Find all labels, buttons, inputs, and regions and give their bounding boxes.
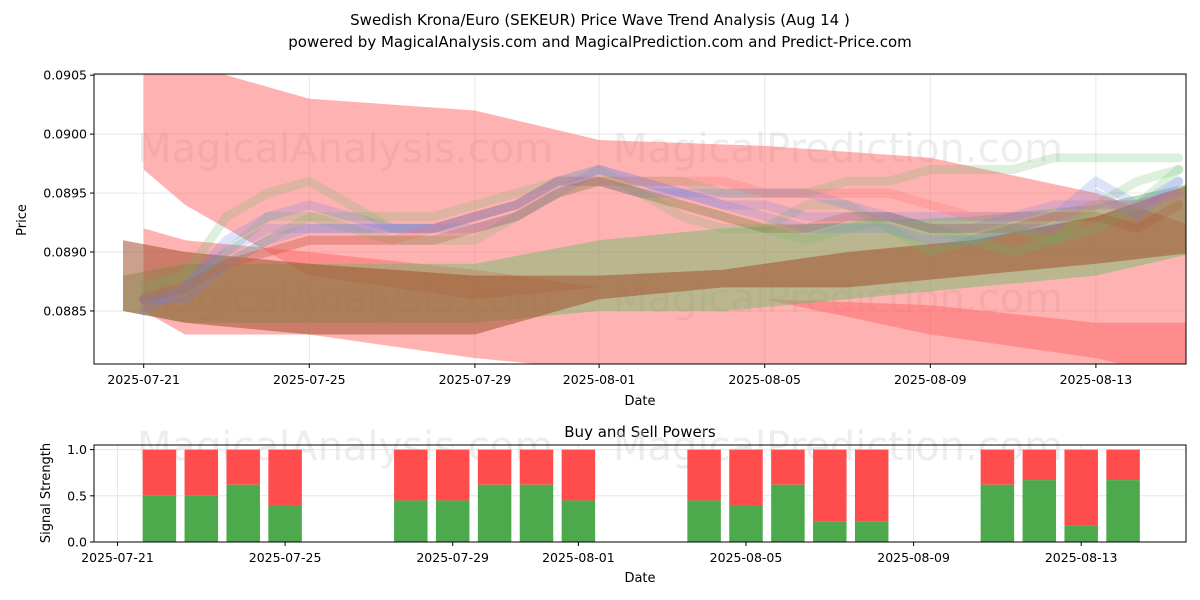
sell-bar bbox=[980, 449, 1015, 485]
price-y-tick-label: 0.0900 bbox=[43, 127, 87, 142]
price-wave bbox=[139, 176, 1184, 304]
signal-x-tick-label: 2025-08-01 bbox=[542, 550, 615, 565]
price-x-tick-label: 2025-07-25 bbox=[273, 372, 346, 387]
sell-bar bbox=[519, 449, 554, 485]
price-y-tick-label: 0.0895 bbox=[43, 186, 87, 201]
sell-bar bbox=[854, 449, 889, 522]
price-panel-frame bbox=[93, 73, 1187, 365]
price-wave bbox=[139, 165, 1184, 292]
price-wave bbox=[139, 165, 1184, 304]
price-y-ticks: 0.0885 0.0890 0.0895 0.0900 0.0905 bbox=[43, 68, 94, 318]
sell-bar bbox=[477, 449, 512, 485]
price-wave bbox=[139, 153, 1184, 304]
sell-bar bbox=[1022, 449, 1057, 481]
signal-title: Buy and Sell Powers bbox=[564, 423, 716, 441]
sell-bar bbox=[687, 449, 721, 501]
signal-bars bbox=[142, 449, 1140, 542]
signal-y-ticks: 0.0 0.5 1.0 bbox=[67, 442, 94, 550]
buy-bar bbox=[1106, 480, 1140, 542]
chart-title-line1: Swedish Krona/Euro (SEKEUR) Price Wave T… bbox=[350, 11, 850, 29]
buy-bar bbox=[268, 505, 302, 542]
signal-y-tick-label: 1.0 bbox=[67, 442, 87, 457]
signal-x-tick-label: 2025-08-09 bbox=[877, 550, 950, 565]
price-y-tick-label: 0.0905 bbox=[43, 68, 87, 83]
buy-bar bbox=[394, 500, 428, 542]
signal-panel-frame bbox=[93, 444, 1187, 543]
sell-bar bbox=[1064, 449, 1098, 526]
buy-bar bbox=[184, 495, 219, 542]
buy-bar bbox=[980, 484, 1015, 542]
buy-bar bbox=[477, 484, 512, 542]
sell-bar bbox=[729, 449, 763, 506]
sell-bar bbox=[561, 449, 596, 501]
buy-bar bbox=[813, 521, 847, 542]
price-x-tick-label: 2025-08-01 bbox=[563, 372, 636, 387]
price-x-tick-label: 2025-08-05 bbox=[728, 372, 801, 387]
buy-bar bbox=[687, 500, 721, 542]
price-band bbox=[143, 74, 1186, 364]
sell-bar bbox=[268, 449, 302, 506]
signal-x-tick-label: 2025-08-13 bbox=[1045, 550, 1118, 565]
buy-bar bbox=[771, 484, 805, 542]
price-y-label: Price bbox=[15, 204, 30, 236]
price-waves bbox=[139, 153, 1184, 316]
sell-bar bbox=[394, 449, 428, 501]
price-wave bbox=[139, 165, 1184, 316]
signal-panel: Buy and Sell Powers MagicalAnalysis.com … bbox=[39, 423, 1187, 586]
price-wave bbox=[139, 176, 1184, 304]
price-band bbox=[123, 185, 1186, 335]
buy-bar bbox=[729, 505, 763, 542]
price-y-tick-label: 0.0885 bbox=[43, 303, 87, 318]
price-y-tick-label: 0.0890 bbox=[43, 245, 87, 260]
chart-title-line2: powered by MagicalAnalysis.com and Magic… bbox=[288, 33, 912, 51]
buy-bar bbox=[1064, 525, 1098, 542]
signal-y-label: Signal Strength bbox=[39, 443, 54, 543]
price-x-tick-label: 2025-08-09 bbox=[894, 372, 967, 387]
price-wave bbox=[139, 176, 1184, 304]
signal-x-label: Date bbox=[624, 571, 655, 586]
price-x-tick-label: 2025-08-13 bbox=[1060, 372, 1133, 387]
price-x-tick-label: 2025-07-21 bbox=[107, 372, 180, 387]
sell-bar bbox=[771, 449, 805, 485]
sell-bar bbox=[1106, 449, 1140, 481]
signal-x-ticks: 2025-07-21 2025-07-25 2025-07-29 2025-08-01… bbox=[81, 542, 1118, 565]
buy-bar bbox=[519, 484, 554, 542]
buy-bar bbox=[854, 521, 889, 542]
signal-x-tick-label: 2025-07-29 bbox=[416, 550, 489, 565]
price-panel: MagicalAnalysis.com MagicalPrediction.co… bbox=[15, 68, 1187, 409]
buy-bar bbox=[1022, 480, 1057, 542]
sell-bar bbox=[813, 449, 847, 522]
sell-bar bbox=[226, 449, 260, 485]
signal-x-tick-label: 2025-07-25 bbox=[249, 550, 322, 565]
signal-x-tick-label: 2025-07-21 bbox=[81, 550, 154, 565]
price-x-ticks: 2025-07-21 2025-07-25 2025-07-29 2025-08-01… bbox=[107, 364, 1132, 387]
signal-x-tick-label: 2025-08-05 bbox=[710, 550, 783, 565]
price-wave bbox=[139, 165, 1184, 304]
buy-bar bbox=[142, 495, 177, 542]
price-x-label: Date bbox=[624, 394, 655, 409]
buy-bar bbox=[226, 484, 260, 542]
signal-y-tick-label: 0.5 bbox=[67, 488, 87, 503]
price-x-tick-label: 2025-07-29 bbox=[439, 372, 512, 387]
buy-bar bbox=[435, 500, 470, 542]
price-bands bbox=[123, 74, 1186, 364]
signal-y-tick-label: 0.0 bbox=[67, 535, 87, 550]
sell-bar bbox=[184, 449, 219, 496]
sell-bar bbox=[435, 449, 470, 501]
buy-bar bbox=[561, 500, 596, 542]
sell-bar bbox=[142, 449, 177, 496]
